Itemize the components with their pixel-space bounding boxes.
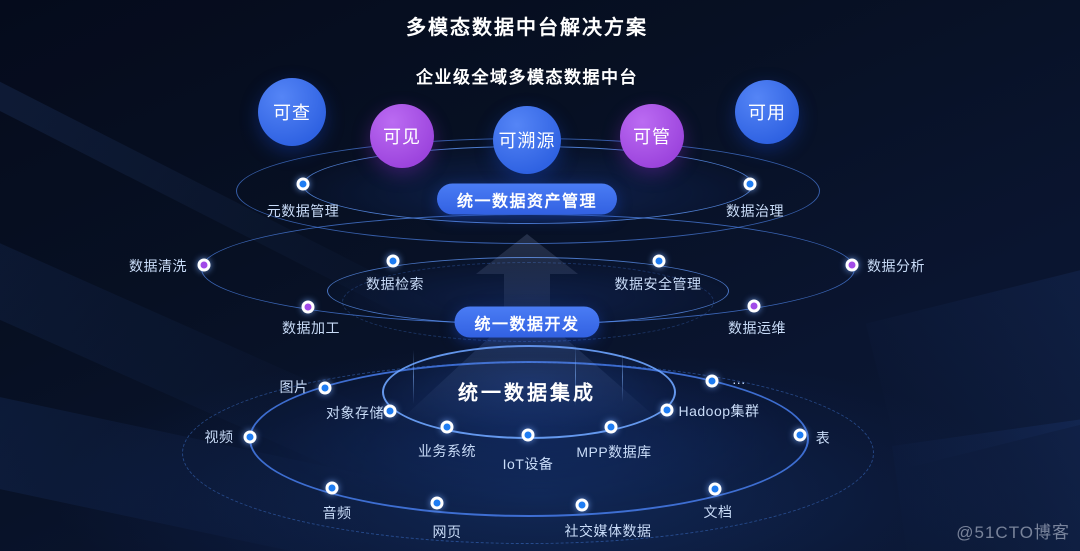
- node-label: 数据清洗: [129, 258, 187, 274]
- node-label: Hadoop集群: [678, 403, 760, 419]
- node-label: 数据治理: [726, 203, 784, 219]
- node-dot: [318, 381, 332, 395]
- node-label: IoT设备: [502, 456, 554, 472]
- node-dot: [660, 403, 674, 417]
- node-label: 对象存储: [326, 405, 384, 421]
- node-label: 网页: [432, 524, 462, 540]
- node-label: 社交媒体数据: [564, 523, 652, 539]
- capability-circle: 可见: [370, 104, 434, 168]
- capability-circle: 可管: [620, 104, 684, 168]
- node-label: 视频: [204, 429, 234, 445]
- page-title: 多模态数据中台解决方案: [406, 17, 648, 39]
- node-dot: [845, 258, 859, 272]
- asset-layer-pill: 统一数据资产管理: [436, 183, 618, 215]
- node-label: 数据分析: [867, 258, 925, 274]
- node-dot: [325, 481, 339, 495]
- node-dot: [604, 420, 618, 434]
- node-label: 音频: [322, 505, 352, 521]
- node-label: 表: [815, 430, 831, 446]
- page-subtitle: 企业级全域多模态数据中台: [416, 68, 638, 87]
- dev-layer-pill: 统一数据开发: [454, 306, 600, 338]
- accent-tick: [622, 352, 623, 402]
- node-dot: [301, 300, 315, 314]
- node-dot: [296, 177, 310, 191]
- node-dot: [747, 299, 761, 313]
- node-label: 文档: [703, 504, 733, 520]
- node-dot: [383, 404, 397, 418]
- node-label: 数据安全管理: [614, 276, 702, 292]
- node-label: 图片: [279, 379, 309, 395]
- node-dot: [743, 177, 757, 191]
- node-dot: [793, 428, 807, 442]
- node-dot: [708, 482, 722, 496]
- node-label: 元数据管理: [266, 203, 340, 219]
- node-label: 数据运维: [728, 320, 786, 336]
- capability-circle: 可溯源: [493, 106, 561, 174]
- node-dot: [575, 498, 589, 512]
- node-dot: [197, 258, 211, 272]
- node-dot: [521, 428, 535, 442]
- node-dot: [386, 254, 400, 268]
- capability-circle: 可查: [258, 78, 326, 146]
- node-dot: [243, 430, 257, 444]
- node-label: 数据加工: [282, 320, 340, 336]
- node-dot: [440, 420, 454, 434]
- node-label: MPP数据库: [576, 444, 652, 460]
- node-label: 业务系统: [418, 443, 476, 459]
- accent-tick: [413, 350, 414, 404]
- node-label: ...: [732, 371, 746, 387]
- integration-layer-title: 统一数据集成: [458, 382, 596, 405]
- watermark: @51CTO博客: [956, 523, 1070, 542]
- node-dot: [705, 374, 719, 388]
- accent-tick: [575, 344, 576, 406]
- node-dot: [652, 254, 666, 268]
- capability-circle: 可用: [735, 80, 799, 144]
- node-label: 数据检索: [366, 276, 424, 292]
- node-dot: [430, 496, 444, 510]
